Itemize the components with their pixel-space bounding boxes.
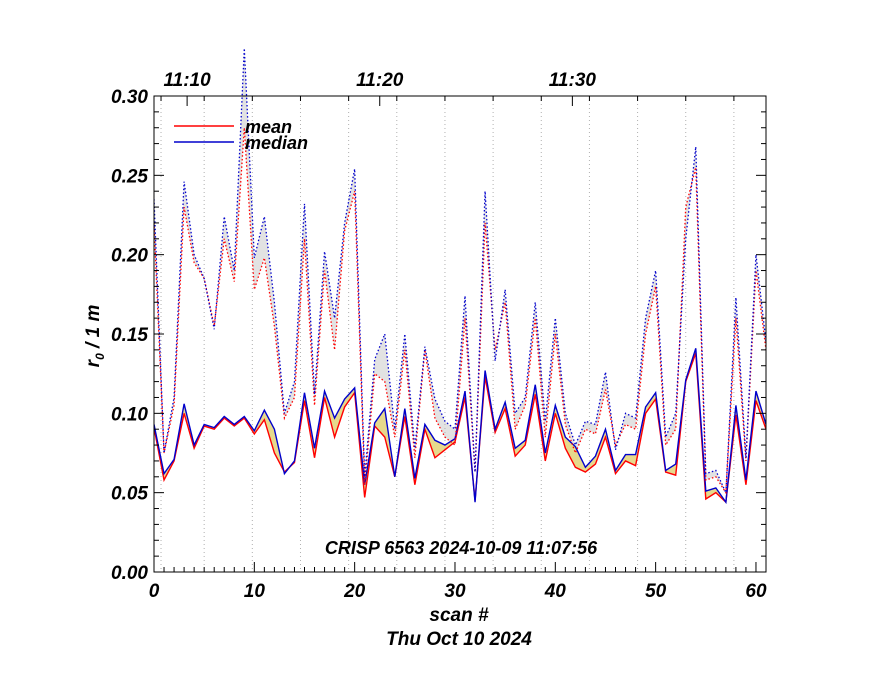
y-axis-label-r: r: [83, 358, 104, 367]
series-line-1: [154, 348, 766, 505]
y-tick-label: 0.25: [111, 166, 148, 187]
y-axis-label-subscript: 0: [93, 353, 107, 360]
x-axis-label: scan #: [429, 605, 489, 626]
tick-layer: [153, 95, 767, 573]
x-tick-label: 10: [244, 581, 266, 602]
time-axis-label: 11:30: [549, 70, 597, 91]
high-order-spread-band: [154, 48, 766, 493]
x-tick-label: 0: [149, 581, 160, 602]
plot-frame: [153, 95, 767, 573]
date-label: Thu Oct 10 2024: [386, 629, 532, 650]
series-line-2: [154, 127, 766, 495]
chart-annotation: CRISP 6563 2024-10-09 11:07:56: [325, 538, 598, 558]
y-tick-label: 0.30: [111, 87, 148, 108]
y-axis-label: r0 / 1 m: [83, 305, 107, 368]
x-tick-label: 30: [444, 581, 466, 602]
time-axis-label: 11:20: [356, 70, 404, 91]
tick-label-layer: 0 10 20 30 40 50 60 0.00 0.05 0.10 0.15 0.20 0.25 0.3…: [111, 70, 767, 602]
y-tick-label: 0.05: [111, 484, 148, 505]
time-axis-label: 11:10: [164, 70, 212, 91]
x-tick-label: 40: [544, 581, 567, 602]
x-tick-label: 60: [745, 581, 767, 602]
legend-label-mean: mean: [245, 117, 292, 137]
y-tick-label: 0.15: [111, 325, 148, 346]
plot-border: [153, 95, 767, 573]
y-axis-label-units: / 1 m: [83, 305, 104, 354]
series-line-3: [154, 48, 766, 493]
series-layer: [154, 48, 766, 505]
y-tick-label: 0.00: [111, 563, 148, 584]
legend-label-median: median: [245, 133, 308, 153]
x-tick-label: 50: [645, 581, 667, 602]
y-tick-label: 0.10: [111, 404, 148, 425]
y-tick-label: 0.20: [111, 246, 148, 267]
x-tick-label: 20: [343, 581, 366, 602]
